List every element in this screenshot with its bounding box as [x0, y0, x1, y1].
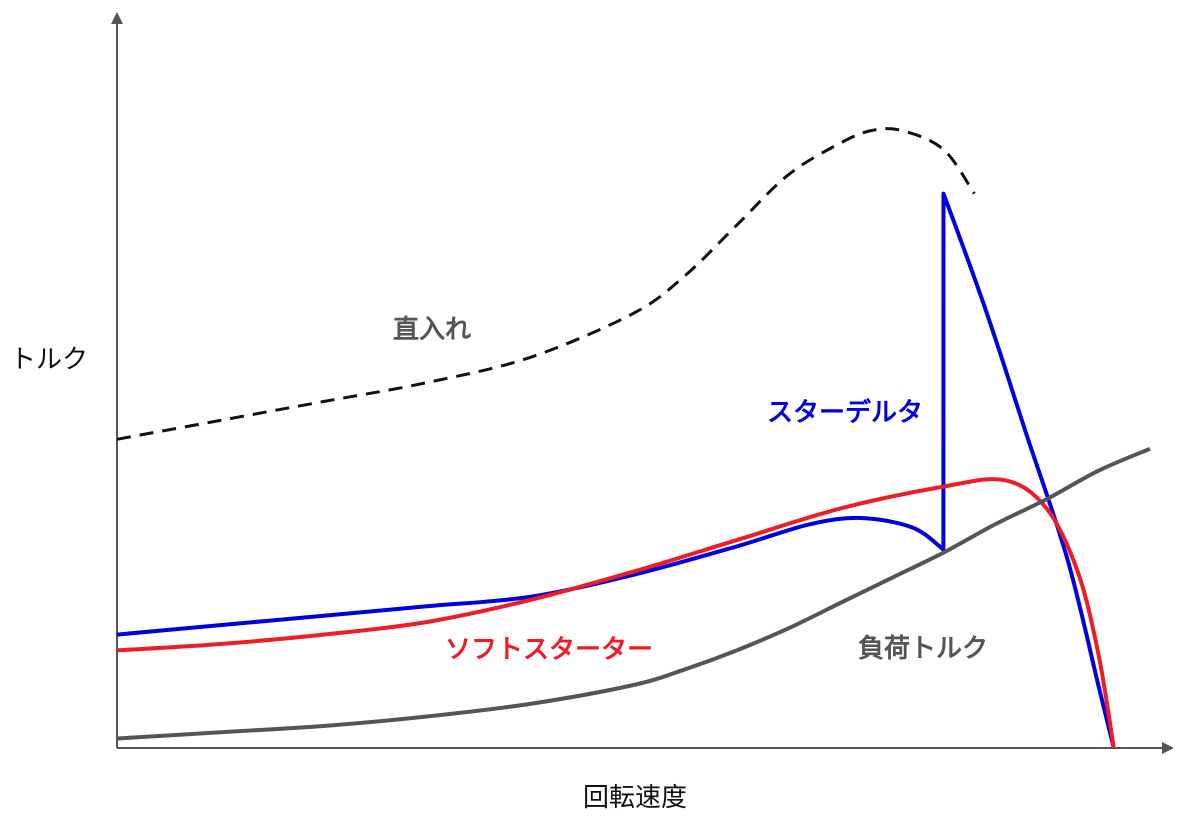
- series-star-delta-line: [116, 191, 1116, 749]
- series-label-soft-starter: ソフトスターター: [445, 635, 653, 665]
- x-axis-label: 回転速度: [583, 783, 687, 813]
- series-soft-starter-line: [116, 477, 1116, 749]
- series-label-load-torque: 負荷トルク: [858, 634, 988, 664]
- series-label-direct: 直入れ: [393, 315, 471, 345]
- series-direct-line: [116, 127, 976, 441]
- series-layer: [116, 127, 1151, 749]
- series-load-torque-line: [116, 446, 1151, 741]
- series-label-star-delta: スターデルタ: [767, 397, 923, 428]
- y-axis-label: トルク: [10, 345, 88, 375]
